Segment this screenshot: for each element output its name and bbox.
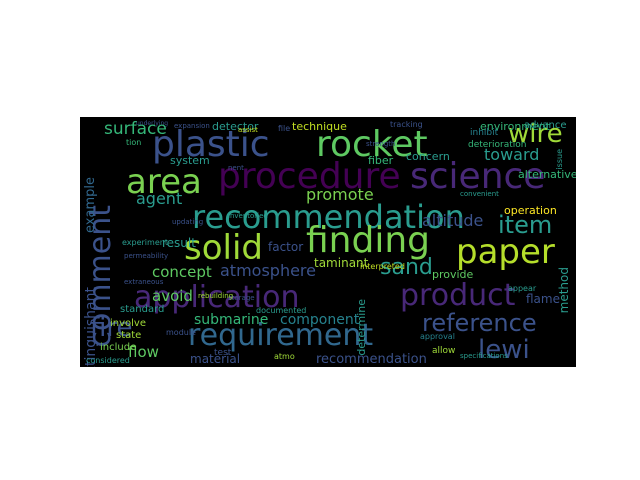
word-permeability: permeability [124,252,169,260]
word-flow: flow [128,343,159,361]
word-extraneous: extraneous [124,278,164,286]
word-plastic: plastic [152,124,270,165]
word-state: state [116,330,142,341]
word-toward: toward [484,145,540,164]
word-detector: detector [212,120,259,133]
word-interpreted: interpreted [360,262,405,271]
word-area: area [126,162,202,202]
word-operation: operation [504,204,557,217]
word-test: test [214,348,232,358]
word-atmo: atmo [274,352,295,361]
word-issue: issue [555,149,564,170]
word-wire: wire [508,119,563,149]
word-procedure: procedure [218,156,401,197]
word-example: example [83,177,98,233]
word-file: file [278,124,291,133]
word-avoid: avoid [152,287,193,305]
word-strength: strength [366,140,396,148]
word-include: include [100,342,137,353]
word-inventoried: inventoried [228,212,268,220]
word-recommendation: recommendation [192,198,465,236]
word-recommendation: recommendation [316,352,427,367]
word-taminant: taminant [314,256,369,270]
word-reference: reference [422,309,537,337]
word-concept: concept [152,263,212,281]
word-nent: nent [228,164,244,172]
word-material: material [190,352,241,366]
word-atmosphere: atmosphere [220,261,316,280]
word-system: system [170,154,210,167]
word-lewi: lewi [478,335,530,365]
word-fire: fire [90,313,133,343]
word-provide: provide [432,268,474,281]
word-tracking: tracking [390,120,423,129]
word-environment: environment [480,120,551,133]
word-component: component [280,312,360,328]
word-specifications: specifications [460,352,508,360]
word-deterioration: deterioration [468,140,527,150]
word-documented: documented [256,306,307,315]
word-standard: standard [120,304,165,315]
word-agent: agent [136,189,183,208]
word-application: application [134,280,300,315]
word-tion: tion [126,138,142,147]
word-product: product [400,278,516,313]
word-submarine: submarine [194,312,269,328]
word-item: item [498,211,553,239]
word-finding: finding [306,220,431,261]
word-assist: assist [238,126,258,134]
word-paper: paper [456,232,555,272]
word-module: module [166,328,196,337]
word-alternative: alternative [518,168,576,181]
word-factor: factor [268,240,304,254]
word-determine: determine [355,299,368,356]
word-promote: promote [306,185,374,204]
word-allow: allow [432,346,456,356]
word-approval: approval [420,332,455,341]
word-result: result [162,236,196,250]
word-convenient: convenient [460,190,499,198]
word-updating: updating [172,218,204,226]
word-sand: sand [380,255,433,280]
word-fiber: fiber [368,154,394,167]
word-appear: appear [508,284,537,293]
word-surface: surface [104,119,167,139]
word-method: method [557,267,571,314]
word-storage: storage [228,294,255,302]
word-concern: concern [406,150,450,163]
word-solid: solid [184,228,263,268]
word-expansion: expansion [174,122,210,130]
word-inhibit: inhibit [470,128,499,138]
word-technique: technique [292,120,347,133]
word-rocket: rocket [316,124,428,165]
word-involve: involve [110,318,147,329]
word-extinguishant: extinguishant [83,287,99,367]
word-requirement: requirement [188,318,374,353]
word-altitude: altitude [422,211,484,230]
word-experiment: experiment [122,238,168,247]
word-considered: considered [86,356,130,365]
word-science: science [410,156,546,197]
word-rebuilding: rebuilding [198,292,234,300]
word-advance: advance [524,120,567,131]
word-flame: flame [526,292,560,306]
word-cloud: plastic rocket procedure science area recomme… [80,117,576,367]
word-underlying: underlying [136,120,169,127]
